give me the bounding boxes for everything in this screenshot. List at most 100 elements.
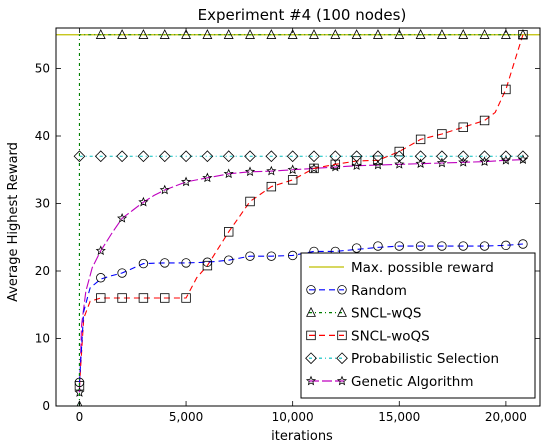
legend-marker-sncl-wqs [337,306,347,317]
data-point-sncl-woqs [479,115,490,126]
data-point-sncl-wqs [479,29,490,39]
data-point-sncl-wqs [500,29,511,39]
data-point-sncl-wqs [394,29,405,39]
legend-entry-max-possible-reward: Max. possible reward [309,260,494,276]
data-point-sncl-wqs [287,29,298,39]
data-point-probabilistic-selection [414,150,427,163]
data-point-sncl-woqs [245,196,255,207]
plot-area [56,29,540,406]
data-point-probabilistic-selection [500,150,512,163]
data-point-sncl-wqs [245,29,255,39]
legend-marker-random [337,285,347,295]
x-tick-label: 10,000 [272,410,314,424]
legend-marker-random [306,285,316,295]
data-point-sncl-woqs [96,293,106,303]
data-point-sncl-woqs [437,129,447,139]
data-point-random [96,273,106,283]
series-random [74,239,528,388]
x-tick-label: 20,000 [485,410,527,424]
data-point-genetic-algorithm [287,164,298,175]
data-point-random [287,250,298,261]
series-sncl-wqs [76,29,528,406]
data-point-genetic-algorithm [223,168,234,179]
data-point-random [266,251,277,261]
x-tick-label: 5,000 [169,410,203,424]
data-point-genetic-algorithm [95,245,106,256]
data-point-random [394,241,404,251]
data-point-probabilistic-selection [350,150,363,163]
legend-entry-sncl-wqs: SNCL-wQS [306,306,422,322]
data-point-genetic-algorithm [351,160,362,171]
data-point-probabilistic-selection [308,150,320,163]
data-point-genetic-algorithm [479,156,490,166]
data-point-probabilistic-selection [265,150,278,163]
data-point-probabilistic-selection [436,150,448,163]
data-point-random [437,241,447,251]
data-point-sncl-wqs [266,29,277,39]
data-point-random [415,241,426,251]
data-point-probabilistic-selection [73,150,86,163]
data-point-sncl-woqs [160,293,170,303]
data-point-random [245,251,255,261]
data-point-probabilistic-selection [116,150,128,163]
legend-marker-probabilistic-selection [305,352,317,365]
data-point-probabilistic-selection [329,150,342,163]
data-point-genetic-algorithm [202,172,213,183]
legend-label-random: Random [351,283,407,299]
x-tick-label: 0 [76,410,84,424]
data-point-random [458,241,468,251]
data-point-sncl-woqs [138,293,149,303]
data-point-probabilistic-selection [517,150,529,163]
y-tick-label: 30 [35,197,50,211]
data-point-probabilistic-selection [201,150,214,163]
legend-entry-random: Random [306,283,407,299]
data-point-random [117,268,127,278]
plot-frame [55,27,541,407]
legend-label-probabilistic-selection: Probabilistic Selection [351,351,499,367]
x-tick-label: 15,000 [378,410,420,424]
y-tick-label: 50 [35,62,50,76]
data-point-sncl-woqs [330,159,341,170]
data-point-sncl-woqs [287,175,298,185]
legend-entry-genetic-algorithm: Genetic Algorithm [305,374,474,390]
data-point-probabilistic-selection [457,150,470,163]
data-point-genetic-algorithm [266,165,277,176]
legend-label-sncl-wqs: SNCL-wQS [351,306,422,322]
data-point-sncl-wqs [351,29,362,39]
data-point-random [351,243,362,253]
data-point-genetic-algorithm [180,176,192,187]
data-point-random [373,241,383,251]
legend: Max. possible reward Random SNCL-wQS SNCL-w… [300,252,536,399]
data-point-genetic-algorithm [436,157,447,168]
data-point-genetic-algorithm [415,158,426,168]
data-point-sncl-woqs [394,146,404,157]
data-point-sncl-wqs [138,29,149,39]
data-point-random [138,258,149,269]
legend-marker-sncl-wqs [306,306,316,317]
data-point-sncl-woqs [373,155,383,166]
legend-marker-genetic-algorithm [336,375,348,386]
legend-marker-sncl-woqs [306,330,316,341]
data-point-sncl-wqs [415,29,426,39]
data-point-sncl-wqs [458,29,469,39]
y-tick-label: 40 [35,129,50,143]
legend-entry-probabilistic-selection: Probabilistic Selection [305,351,499,367]
data-point-sncl-wqs [330,29,341,39]
data-point-sncl-wqs [181,29,192,39]
data-point-sncl-wqs [95,29,106,39]
data-point-random [181,258,191,268]
data-point-genetic-algorithm [244,166,256,177]
y-axis-label: Average Highest Reward [6,142,21,302]
data-point-genetic-algorithm [372,159,384,170]
legend-label-sncl-woqs: SNCL-woQS [351,328,430,344]
legend-marker-probabilistic-selection [336,352,348,365]
data-point-probabilistic-selection [137,150,150,163]
data-point-probabilistic-selection [222,150,235,163]
y-tick-label: 10 [35,332,50,346]
data-point-probabilistic-selection [180,150,192,163]
legend-marker-sncl-woqs [337,330,347,341]
legend-label-genetic-algorithm: Genetic Algorithm [351,374,474,390]
data-point-probabilistic-selection [244,150,256,163]
data-point-sncl-wqs [223,29,234,39]
